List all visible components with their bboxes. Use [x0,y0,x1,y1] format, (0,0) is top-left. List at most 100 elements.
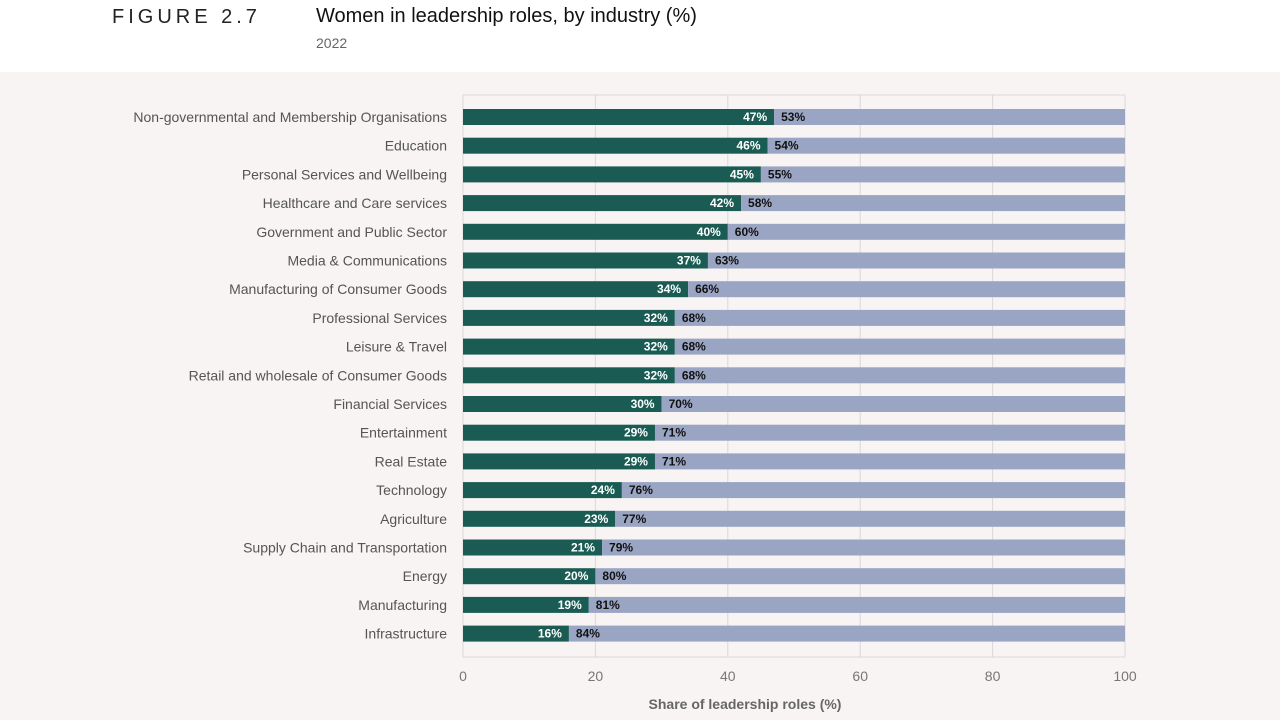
bar-women [463,109,775,125]
category-label: Government and Public Sector [256,224,447,240]
bar-women [463,625,569,642]
data-label-men: 77% [622,512,646,526]
data-label-men: 71% [662,426,686,440]
data-label-men: 80% [602,569,626,583]
x-tick-label: 40 [720,668,736,684]
data-label-women: 29% [624,454,648,468]
bar-men [615,510,1125,527]
data-label-men: 68% [682,340,706,354]
bar-women [463,137,768,154]
data-label-men: 66% [695,282,719,296]
data-label-women: 16% [538,627,562,641]
data-label-men: 81% [596,598,620,612]
bar-women [463,367,675,384]
category-label: Leisure & Travel [346,339,447,355]
chart-area: 0 20 40 60 80 100 Share of leadership roles (%… [0,72,1280,720]
category-label: Professional Services [312,310,447,326]
data-label-men: 63% [715,254,739,268]
bar-men [767,137,1125,154]
data-label-women: 19% [558,598,582,612]
category-label: Energy [403,568,447,584]
category-label: Media & Communications [287,253,447,269]
category-label: Supply Chain and Transportation [243,540,447,556]
bar-women [463,539,603,556]
data-label-men: 84% [576,627,600,641]
bar-women [463,453,655,470]
data-label-women: 30% [631,397,655,411]
bar-men [654,424,1125,441]
data-label-men: 55% [768,167,792,181]
bar-men [727,223,1125,240]
bar-women [463,396,662,412]
data-label-women: 47% [743,110,767,124]
x-tick-label: 0 [459,668,467,684]
x-tick-label: 60 [852,668,868,684]
bar-men [661,396,1125,412]
bar-men [568,625,1125,642]
bar-men [654,453,1125,470]
data-label-women: 29% [624,426,648,440]
bar-women [463,424,655,441]
category-label: Technology [376,482,447,498]
data-label-women: 23% [584,512,608,526]
bar-women [463,510,616,527]
bar-men [588,596,1125,613]
bar-men [595,568,1125,585]
x-tick-label: 80 [985,668,1001,684]
data-label-women: 32% [644,368,668,382]
data-label-women: 32% [644,311,668,325]
bar-men [774,109,1125,125]
category-label: Infrastructure [365,626,448,642]
chart-title: Women in leadership roles, by industry (… [316,5,697,27]
bar-men [760,166,1125,183]
data-label-women: 37% [677,254,701,268]
bar-women [463,482,622,499]
data-label-men: 60% [735,225,759,239]
data-label-men: 71% [662,454,686,468]
category-label: Agriculture [380,511,447,527]
data-label-women: 40% [697,225,721,239]
bar-women [463,223,728,240]
data-label-women: 42% [710,196,734,210]
data-label-men: 53% [781,110,805,124]
x-tick-label: 20 [588,668,604,684]
data-label-women: 21% [571,541,595,555]
data-label-men: 68% [682,368,706,382]
figure-label: FIGURE 2.7 [112,6,261,28]
bar-men [621,482,1125,499]
bar-women [463,596,589,613]
bar-men [602,539,1125,556]
data-label-women: 46% [736,139,760,153]
bar-women [463,309,675,326]
bar-men [688,281,1125,298]
category-label: Healthcare and Care services [263,195,447,211]
bar-men [707,252,1125,269]
data-label-men: 54% [775,139,799,153]
bar-men [741,195,1125,212]
category-label: Manufacturing of Consumer Goods [229,281,447,297]
data-label-women: 20% [564,569,588,583]
bar-women [463,568,596,585]
category-label: Personal Services and Wellbeing [242,166,447,182]
stacked-bar-chart: 0 20 40 60 80 100 Share of leadership roles (%… [133,94,1137,712]
bar-women [463,166,761,183]
bar-men [674,338,1125,355]
category-label: Financial Services [333,396,447,412]
category-label: Education [385,138,447,154]
x-tick-label: 100 [1113,668,1137,684]
category-label: Real Estate [375,453,448,469]
data-label-men: 58% [748,196,772,210]
data-label-women: 32% [644,340,668,354]
chart-subtitle: 2022 [316,35,348,51]
data-label-women: 34% [657,282,681,296]
data-label-men: 68% [682,311,706,325]
bar-women [463,281,689,298]
bar-men [674,309,1125,326]
category-label: Manufacturing [358,597,447,613]
bar-women [463,252,708,269]
x-axis-title: Share of leadership roles (%) [649,696,842,712]
bar-men [674,367,1125,384]
category-label: Entertainment [360,425,447,441]
category-label: Non-governmental and Membership Organisa… [133,109,447,125]
bar-women [463,195,742,212]
